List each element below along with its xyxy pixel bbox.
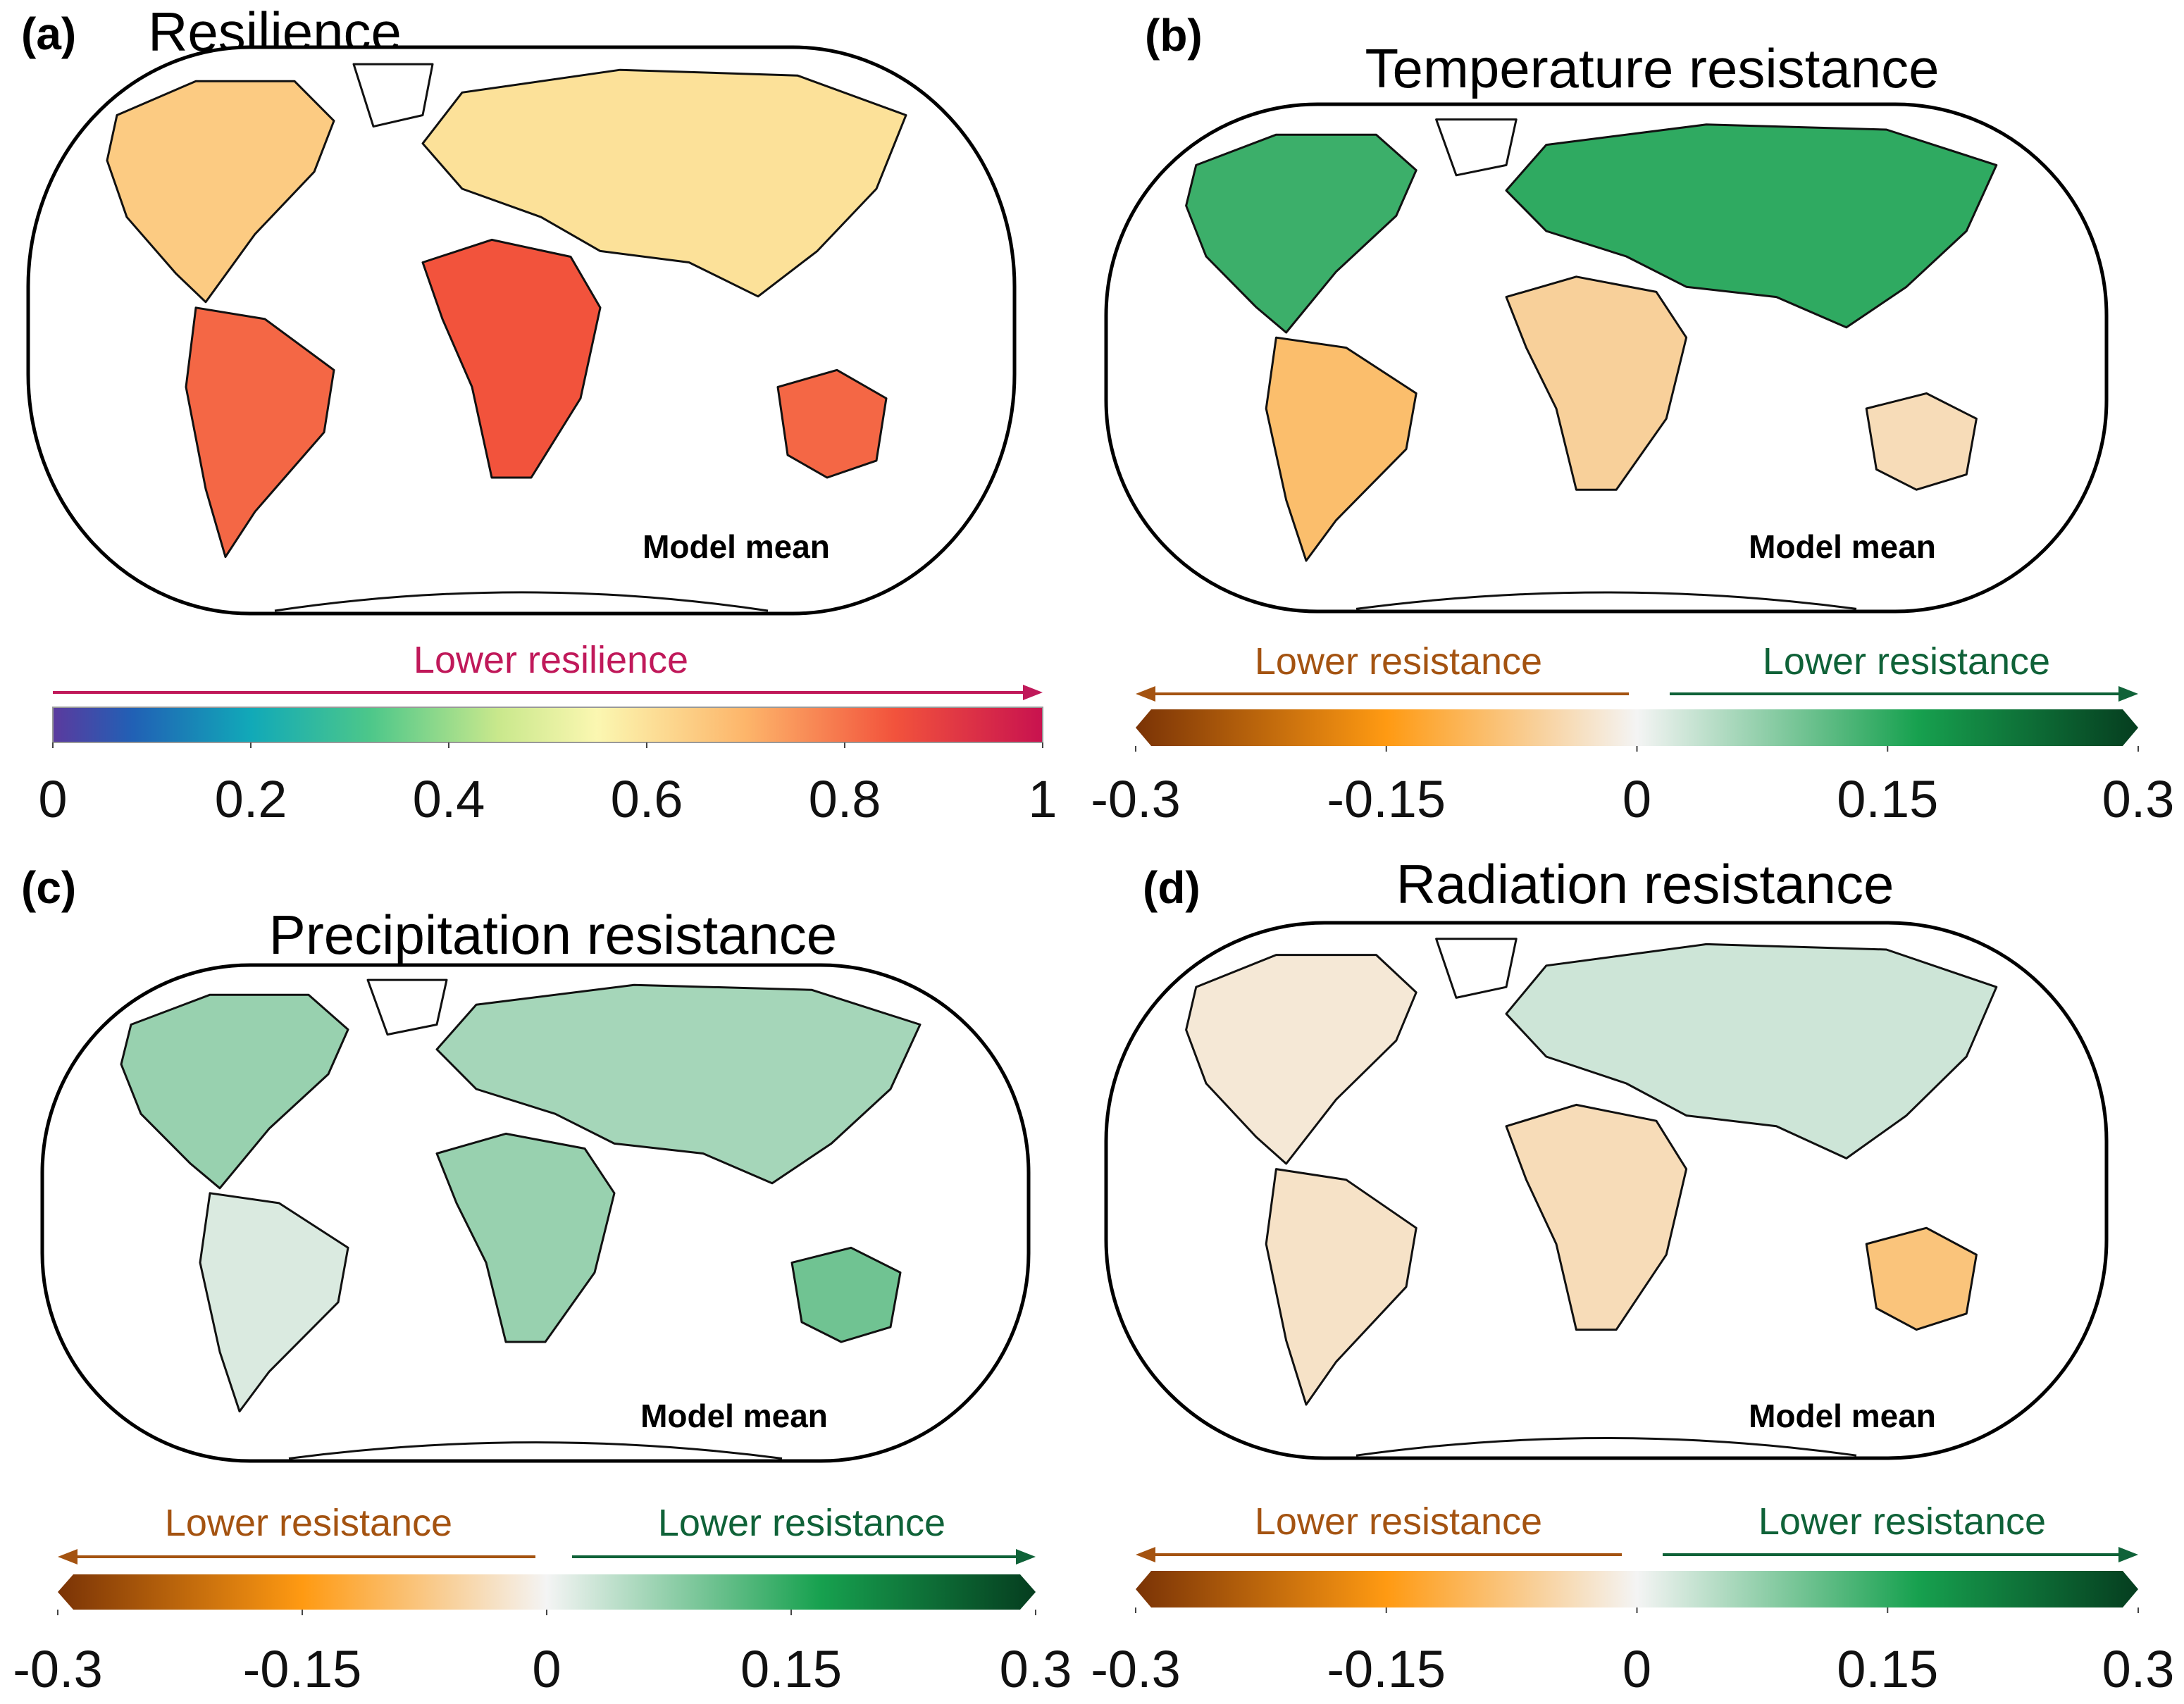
scale-label-left: Lower resistance (1255, 640, 1542, 683)
coastline-antarctica (274, 591, 769, 612)
continent-greenland (1435, 938, 1518, 999)
colorbar (1136, 1571, 2138, 1607)
tick-label: 0 (532, 1640, 561, 1698)
tick-label: 0.6 (611, 770, 683, 828)
panel-title: Temperature resistance (1365, 37, 1939, 99)
scale-label-right: Lower resistance (1763, 640, 2050, 683)
tick-label: 0.3 (2102, 1640, 2175, 1698)
scale-label-right: Lower resistance (1758, 1500, 2046, 1543)
continent-europe-asia (1505, 943, 1998, 1159)
map-annotation: Model mean (640, 1398, 828, 1434)
continent-australia (1865, 392, 1978, 491)
tick-label: 0 (1623, 770, 1651, 828)
continent-australia (1865, 1226, 1978, 1331)
panel-title: Radiation resistance (1396, 853, 1894, 915)
continent-africa (1505, 275, 1688, 491)
continent-australia (790, 1246, 902, 1343)
continent-africa (435, 1132, 616, 1343)
continent-africa (1505, 1103, 1688, 1331)
continent-south-america (185, 306, 335, 559)
scale-label: Lower resilience (414, 639, 688, 681)
panel-resilience: (a) Resilience Model mean Lower resilien… (0, 0, 1092, 852)
panel-c-svg: (c) Precipitation resistance Model mean … (13, 862, 1072, 1698)
panel-b-svg: (b) Temperature resistance Model mean Lo… (1092, 10, 2175, 828)
map-annotation: Model mean (1749, 528, 1936, 565)
tick-label: 0.15 (740, 1640, 842, 1698)
continent-greenland (352, 63, 434, 128)
continent-north-america (1185, 954, 1417, 1165)
map-annotation: Model mean (643, 528, 830, 565)
coastline-antarctica (288, 1441, 783, 1460)
colorbar (52, 707, 1043, 743)
tick-label: 0.2 (215, 770, 287, 828)
panel-letter: (b) (1145, 10, 1203, 61)
continent-europe-asia (435, 983, 922, 1185)
continent-europe-asia (421, 68, 907, 298)
map-annotation: Model mean (1749, 1398, 1936, 1434)
continent-australia (776, 368, 888, 479)
panel-d-svg: (d) Radiation resistance Model mean Lowe… (1092, 853, 2175, 1698)
scale-label-left: Lower resistance (165, 1502, 452, 1544)
coastline-antarctica (1355, 591, 1857, 610)
panel-precipitation-resistance: (c) Precipitation resistance Model mean … (0, 852, 1092, 1704)
panel-letter: (a) (21, 8, 76, 59)
colorbar (58, 1574, 1036, 1610)
panel-radiation-resistance: (d) Radiation resistance Model mean Lowe… (1092, 852, 2184, 1704)
scale-arrow-left-head (58, 1549, 77, 1565)
panel-temperature-resistance: (b) Temperature resistance Model mean Lo… (1092, 0, 2184, 852)
tick-label: 0 (1623, 1640, 1651, 1698)
continent-north-america (120, 993, 349, 1190)
scale-arrow-right-head (2118, 686, 2138, 702)
tick-label: 0.3 (2102, 770, 2175, 828)
scale-arrow-right-head (2118, 1547, 2138, 1562)
continent-europe-asia (1505, 123, 1998, 329)
tick-label: -0.15 (1327, 770, 1446, 828)
continent-greenland (366, 978, 448, 1036)
continent-greenland (1435, 118, 1518, 177)
tick-label: 1 (1028, 770, 1057, 828)
continent-south-america (1265, 1168, 1417, 1406)
continent-south-america (199, 1192, 349, 1413)
tick-label: 0.8 (809, 770, 881, 828)
continent-africa (421, 238, 602, 479)
scale-arrow-left-head (1136, 686, 1155, 702)
tick-label: -0.3 (13, 1640, 103, 1698)
panel-letter: (d) (1143, 862, 1200, 913)
tick-label: -0.15 (1327, 1640, 1446, 1698)
tick-label: 0.3 (1000, 1640, 1072, 1698)
panel-letter: (c) (21, 862, 76, 913)
scale-arrow-left-head (1136, 1547, 1155, 1562)
tick-label: 0.15 (1837, 1640, 1938, 1698)
continent-north-america (106, 80, 335, 304)
scale-arrow-head (1023, 685, 1043, 700)
colorbar (1136, 709, 2138, 746)
continent-north-america (1185, 133, 1417, 334)
continent-south-america (1265, 336, 1417, 562)
panel-title: Precipitation resistance (269, 904, 837, 966)
tick-label: -0.3 (1092, 770, 1181, 828)
tick-label: 0.15 (1837, 770, 1938, 828)
tick-label: -0.3 (1092, 1640, 1181, 1698)
tick-label: 0.4 (413, 770, 485, 828)
coastline-antarctica (1355, 1437, 1857, 1457)
scale-label-left: Lower resistance (1255, 1500, 1542, 1543)
tick-label: 0 (38, 770, 67, 828)
scale-label-right: Lower resistance (658, 1502, 945, 1544)
scale-arrow-right-head (1016, 1549, 1036, 1565)
panel-a-svg: (a) Resilience Model mean Lower resilien… (21, 1, 1057, 828)
tick-label: -0.15 (243, 1640, 362, 1698)
